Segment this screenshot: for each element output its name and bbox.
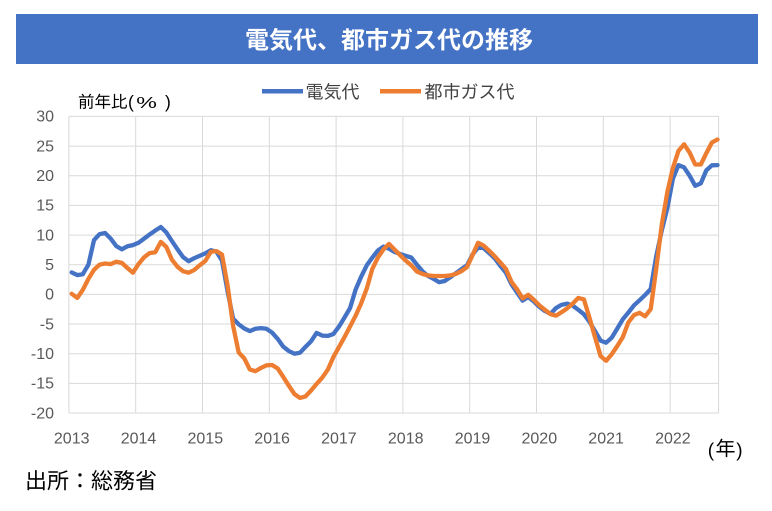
svg-text:30: 30 (36, 109, 54, 126)
svg-text:15: 15 (36, 198, 54, 215)
svg-text:20: 20 (36, 168, 54, 185)
svg-text:2013: 2013 (54, 431, 90, 448)
svg-text:-20: -20 (31, 405, 54, 422)
svg-text:2014: 2014 (121, 431, 157, 448)
svg-text:2022: 2022 (655, 431, 691, 448)
svg-text:): ) (736, 441, 742, 462)
svg-text:2020: 2020 (522, 431, 558, 448)
svg-text:25: 25 (36, 138, 54, 155)
svg-text:2018: 2018 (388, 431, 424, 448)
svg-text:0: 0 (45, 287, 54, 304)
svg-text:10: 10 (36, 227, 54, 244)
svg-text:): ) (165, 92, 171, 112)
svg-text:(: ( (128, 92, 134, 112)
svg-text:-5: -5 (40, 316, 54, 333)
svg-text:%: % (136, 94, 157, 112)
svg-text:5: 5 (45, 257, 54, 274)
svg-text:2019: 2019 (455, 431, 491, 448)
svg-text:-10: -10 (31, 346, 54, 363)
svg-text:2017: 2017 (321, 431, 357, 448)
svg-text:2016: 2016 (254, 431, 290, 448)
svg-text:2015: 2015 (188, 431, 224, 448)
svg-text:(: ( (708, 441, 715, 462)
svg-text:2021: 2021 (588, 431, 624, 448)
svg-text:-15: -15 (31, 376, 54, 393)
